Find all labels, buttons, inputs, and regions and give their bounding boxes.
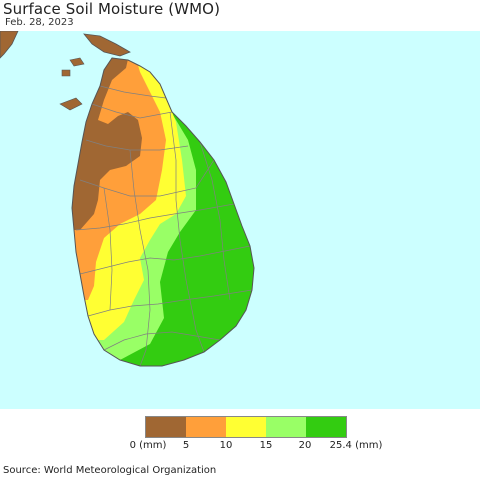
legend-label-4: 20 xyxy=(298,440,312,451)
mannar-island xyxy=(59,97,83,111)
source-credit: Source: World Meteorological Organizatio… xyxy=(3,465,217,476)
legend-label-5: 25.4 (mm) xyxy=(329,440,383,451)
legend-swatch-4 xyxy=(306,417,346,437)
legend-swatch-0 xyxy=(146,417,186,437)
legend-label-1: 5 xyxy=(182,440,190,451)
jaffna-islets xyxy=(69,57,85,67)
sri-lanka-map xyxy=(0,31,255,367)
legend-colorbar xyxy=(145,416,347,438)
legend-swatch-2 xyxy=(226,417,266,437)
legend-label-3: 15 xyxy=(259,440,273,451)
india-coast-tip xyxy=(83,33,131,57)
legend-swatch-3 xyxy=(266,417,306,437)
district-boundaries xyxy=(75,85,253,366)
india-landmass xyxy=(0,31,19,59)
map-title: Surface Soil Moisture (WMO) xyxy=(3,0,221,18)
island-outline xyxy=(71,57,255,367)
legend-swatch-1 xyxy=(186,417,226,437)
map-canvas xyxy=(0,31,480,409)
map-date: Feb. 28, 2023 xyxy=(5,17,74,28)
legend-label-0: 0 (mm) xyxy=(129,440,167,451)
jaffna-islets-2 xyxy=(61,69,71,77)
legend-label-2: 10 xyxy=(219,440,233,451)
